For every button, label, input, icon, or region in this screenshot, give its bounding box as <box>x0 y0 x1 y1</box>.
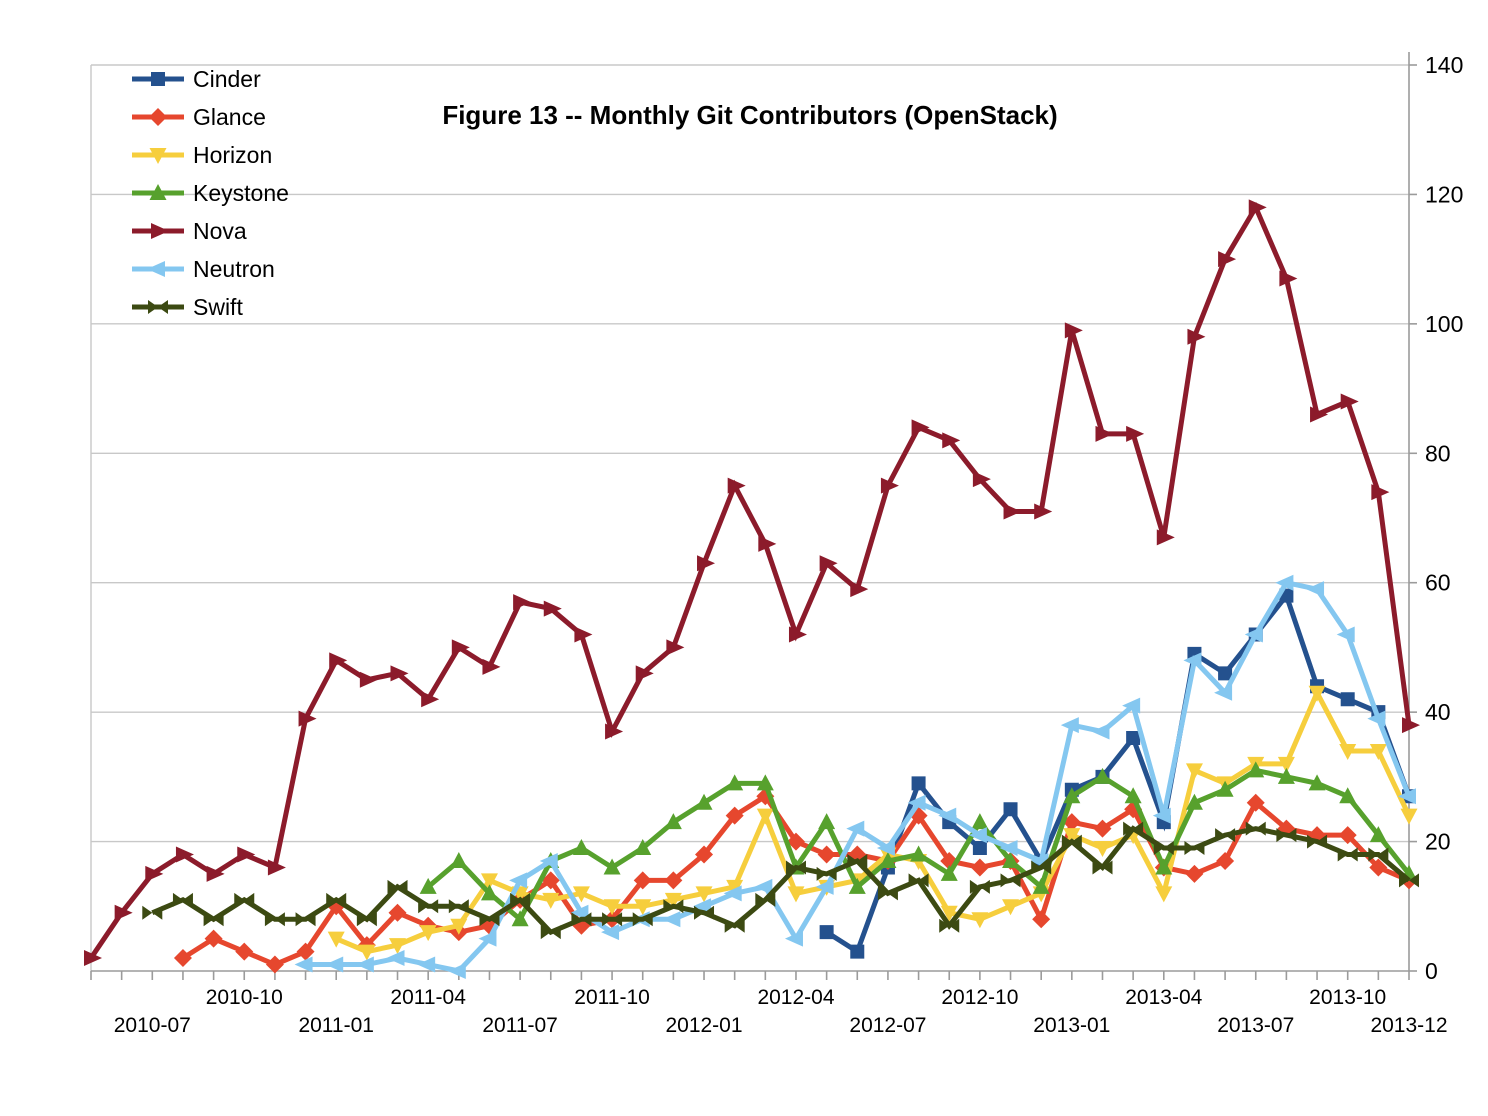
legend-label-cinder: Cinder <box>193 65 261 92</box>
x-tick-label-2013-04: 2013-04 <box>1125 986 1202 1009</box>
legend-label-keystone: Keystone <box>193 179 289 206</box>
x-tick-label-2013-10: 2013-10 <box>1309 986 1386 1009</box>
triangle-up-icon <box>132 184 184 200</box>
series-nova <box>84 199 1420 967</box>
x-tick-label-2011-07: 2011-07 <box>482 1014 558 1037</box>
diamond-icon <box>132 108 184 126</box>
triangle-left-icon <box>132 261 184 277</box>
legend-item-neutron: Neutron <box>130 250 289 288</box>
x-tick-label-2012-01: 2012-01 <box>665 1014 742 1037</box>
legend-label-swift: Swift <box>193 293 243 320</box>
square-icon <box>132 72 184 86</box>
legend-item-nova: Nova <box>130 212 289 250</box>
series-cinder <box>819 588 1416 959</box>
triangle-right-icon <box>132 223 184 239</box>
x-tick-label-2011-04: 2011-04 <box>390 986 466 1009</box>
x-tick-label-2010-10: 2010-10 <box>206 986 283 1009</box>
series-nova-line <box>88 201 1412 960</box>
series-swift-markers <box>142 821 1419 940</box>
legend-item-keystone: Keystone <box>130 174 289 212</box>
legend-label-horizon: Horizon <box>193 141 273 168</box>
series-swift <box>142 821 1419 940</box>
x-tick-label-2012-10: 2012-10 <box>941 986 1018 1009</box>
y-tick-label-100: 100 <box>1425 311 1463 337</box>
x-tick-label-2012-04: 2012-04 <box>757 986 834 1009</box>
y-tick-label-140: 140 <box>1425 52 1463 78</box>
x-tick-label-2013-12: 2013-12 <box>1370 1014 1447 1037</box>
series-glance <box>173 787 1418 974</box>
legend: Cinder Glance Horizon Keystone Nova Neutron Sw… <box>130 60 289 326</box>
y-tick-label-20: 20 <box>1425 829 1451 855</box>
triangle-down-icon <box>132 148 184 164</box>
x-tick-label-2012-07: 2012-07 <box>849 1014 926 1037</box>
legend-item-glance: Glance <box>130 98 289 136</box>
legend-label-glance: Glance <box>193 103 266 130</box>
x-tick-label-2010-07: 2010-07 <box>114 1014 191 1037</box>
y-tick-label-80: 80 <box>1425 440 1451 466</box>
series-keystone-markers <box>419 761 1418 927</box>
chart-title: Figure 13 -- Monthly Git Contributors (O… <box>442 100 1058 130</box>
legend-item-cinder: Cinder <box>130 60 289 98</box>
series-cinder-markers <box>819 588 1416 959</box>
series-neutron <box>294 574 1417 979</box>
y-tick-label-120: 120 <box>1425 181 1463 207</box>
x-tick-label-2013-07: 2013-07 <box>1217 1014 1294 1037</box>
x-tick-label-2013-01: 2013-01 <box>1033 1014 1110 1037</box>
y-tick-label-60: 60 <box>1425 570 1451 596</box>
x-tick-label-2011-10: 2011-10 <box>574 986 650 1009</box>
x-tick-label-2011-01: 2011-01 <box>298 1014 374 1037</box>
legend-label-neutron: Neutron <box>193 255 275 282</box>
legend-item-swift: Swift <box>130 288 289 326</box>
y-tick-label-0: 0 <box>1425 958 1438 984</box>
series-cinder-line <box>825 590 1412 956</box>
legend-label-nova: Nova <box>193 217 247 244</box>
series-nova-markers <box>84 199 1420 967</box>
y-tick-label-40: 40 <box>1425 699 1451 725</box>
legend-item-horizon: Horizon <box>130 136 289 174</box>
bowtie-icon <box>132 300 184 314</box>
series-glance-markers <box>173 787 1418 974</box>
series-keystone <box>419 761 1418 927</box>
